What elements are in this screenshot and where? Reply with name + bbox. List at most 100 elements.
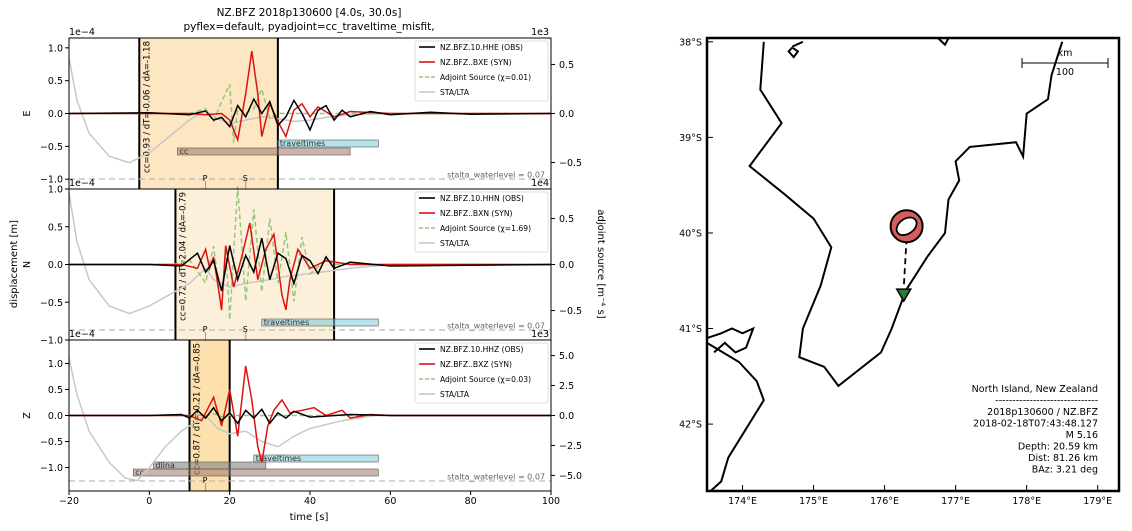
y-scale-label: 1e−4 xyxy=(69,27,95,38)
y-tick-label: −1.0 xyxy=(40,175,63,186)
stalta-waterlevel-label: stalta_waterlevel = 0.07 xyxy=(447,171,545,180)
y2-scale-label: 1e4 xyxy=(531,178,549,189)
event-nodal-plane xyxy=(895,216,918,236)
lon-tick-label: 177°E xyxy=(941,496,970,507)
phase-bar-cc xyxy=(177,147,351,156)
legend-box xyxy=(414,191,549,253)
legend-entry: NZ.BFZ..BXE (SYN) xyxy=(440,58,512,67)
observed-line xyxy=(69,406,551,425)
legend-box xyxy=(414,40,549,102)
y-scale-label: 1e−4 xyxy=(69,329,95,340)
event-info-line: 2018p130600 / NZ.BFZ xyxy=(987,407,1098,418)
x-tick-label: 0 xyxy=(146,496,152,507)
phase-bar-traveltimes xyxy=(277,139,379,148)
y-axis-label-right: adjoint source [m⁻⁴ s] xyxy=(595,209,606,318)
y-tick-label: −0.5 xyxy=(40,437,63,448)
legend-entry: Adjoint Source (χ=1.69) xyxy=(440,224,531,233)
y2-tick-label: 0.0 xyxy=(559,260,574,271)
coastline xyxy=(748,41,1064,388)
window-measurement-label: cc=0.87 / dT=-0.21 / dA=-0.85 xyxy=(193,343,203,475)
ray-path xyxy=(902,238,908,288)
legend-entry: NZ.BFZ..BXZ (SYN) xyxy=(440,360,512,369)
stalta-waterlevel-label: stalta_waterlevel = 0.07 xyxy=(447,473,545,482)
adjoint-source-line xyxy=(69,186,551,320)
lat-tick-label: 41°S xyxy=(679,324,702,335)
y-tick-label: 0.5 xyxy=(48,76,63,87)
y2-tick-label: 0.0 xyxy=(559,411,574,422)
y-tick-label: 0.0 xyxy=(48,260,63,271)
x-tick-label: 60 xyxy=(384,496,396,507)
scale-bar-unit: km xyxy=(1058,48,1073,59)
synthetic-line xyxy=(69,222,551,310)
stalta-line xyxy=(68,57,551,164)
lon-tick-label: 178°E xyxy=(1012,496,1041,507)
event-info-line: BAz: 3.21 deg xyxy=(1032,465,1098,476)
legend-entry: NZ.BFZ.10.HHE (OBS) xyxy=(440,43,523,52)
lat-tick-label: 38°S xyxy=(679,37,702,48)
y2-scale-label: 1e3 xyxy=(531,329,549,340)
x-tick-label: −20 xyxy=(59,496,79,507)
y-tick-label: 1.0 xyxy=(48,359,63,370)
coastline xyxy=(706,342,765,492)
scale-bar-value: 100 xyxy=(1056,67,1074,78)
y2-tick-label: 0.5 xyxy=(559,214,574,225)
y2-tick-label: −0.5 xyxy=(559,306,582,317)
phase-label: S xyxy=(243,174,248,183)
event-info-line: 2018-02-18T07:43:48.127 xyxy=(973,419,1098,430)
y2-tick-label: −5.0 xyxy=(559,471,582,482)
observed-line xyxy=(68,97,552,132)
x-axis-label: time [s] xyxy=(290,512,329,523)
y-tick-label: −1.0 xyxy=(40,336,63,347)
lon-tick-label: 179°E xyxy=(1083,496,1112,507)
y-tick-label: −0.5 xyxy=(40,142,63,153)
waveform-panels: cc=0.93 / dT=-0.06 / dA=-1.18 stalta_wate… xyxy=(22,27,582,507)
y2-scale-label: 1e3 xyxy=(531,27,549,38)
phase-bar-label: cc xyxy=(179,147,188,156)
x-tick-label: 100 xyxy=(542,496,560,507)
y2-tick-label: −2.5 xyxy=(559,441,582,452)
event-info-line: ------------------------------ xyxy=(995,396,1098,407)
y-tick-label: 0.0 xyxy=(48,109,63,120)
y2-tick-label: 0.0 xyxy=(559,109,574,120)
phase-label: P xyxy=(203,476,208,485)
legend-entry: STA/LTA xyxy=(440,88,470,97)
lon-tick-label: 176°E xyxy=(870,496,899,507)
legend-entry: STA/LTA xyxy=(440,390,470,399)
y-tick-label: 1.0 xyxy=(48,43,63,54)
map-frame xyxy=(705,36,1121,493)
phase-label: P xyxy=(203,174,208,183)
x-tick-label: 20 xyxy=(224,496,236,507)
panel-N: cc=0.72 / dT=2.04 / dA=-0.79 stalta_water… xyxy=(22,178,582,347)
window-measurement-label: cc=0.72 / dT=2.04 / dA=-0.79 xyxy=(178,192,188,321)
lon-tick-label: 175°E xyxy=(799,496,828,507)
coastline xyxy=(787,46,800,59)
phase-bar-label: traveltimes xyxy=(280,139,325,148)
y-tick-label: −1.0 xyxy=(40,463,63,474)
y2-tick-label: 2.5 xyxy=(559,381,574,392)
y-tick-label: 1.0 xyxy=(48,185,63,196)
lat-tick-label: 39°S xyxy=(679,133,702,144)
legend-entry: NZ.BFZ.10.HHN (OBS) xyxy=(440,194,524,203)
coastline xyxy=(937,37,950,47)
legend-box xyxy=(414,342,549,404)
phase-bar-traveltimes xyxy=(253,454,379,463)
y2-tick-label: 5.0 xyxy=(559,351,574,362)
window-measurement-label: cc=0.93 / dT=-0.06 / dA=-1.18 xyxy=(142,41,152,173)
panel-E: cc=0.93 / dT=-0.06 / dA=-1.18 stalta_wate… xyxy=(22,27,582,190)
lon-tick-label: 174°E xyxy=(728,496,757,507)
y-tick-label: −0.5 xyxy=(40,298,63,309)
x-tick-label: 40 xyxy=(304,496,316,507)
chart-title-line1: NZ.BFZ 2018p130600 [4.0s, 30.0s] xyxy=(217,7,402,19)
stalta-waterlevel-label: stalta_waterlevel = 0.07 xyxy=(447,322,545,331)
y2-tick-label: −0.5 xyxy=(559,158,582,169)
station-map: km 100 North Island, New Zealand----------… xyxy=(679,36,1121,507)
lat-tick-label: 40°S xyxy=(679,228,702,239)
y-scale-label: 1e−4 xyxy=(69,178,95,189)
event-info-line: M 5.16 xyxy=(1066,430,1098,441)
component-label: Z xyxy=(22,412,33,419)
component-label: E xyxy=(22,110,33,116)
y-tick-label: 0.5 xyxy=(48,222,63,233)
station-marker xyxy=(895,288,913,303)
legend-entry: Adjoint Source (χ=0.01) xyxy=(440,73,531,82)
